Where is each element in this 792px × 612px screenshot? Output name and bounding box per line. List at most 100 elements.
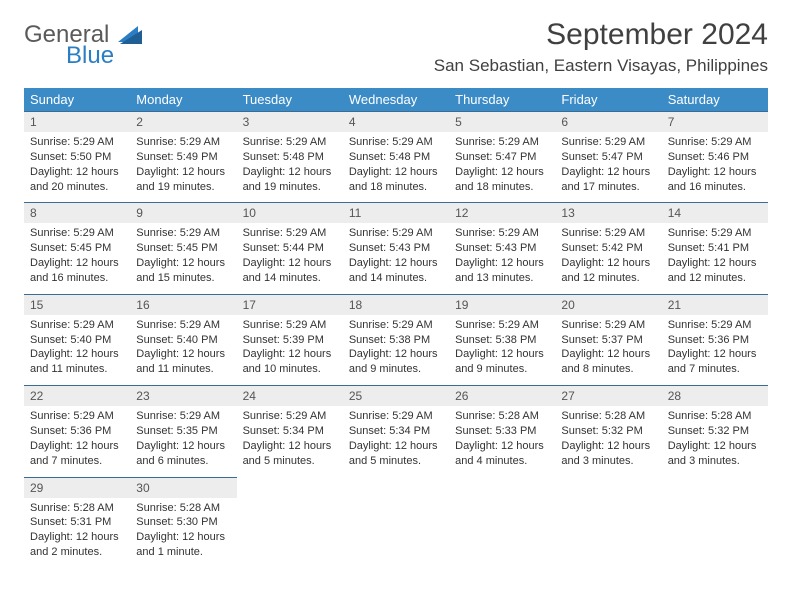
daylight-line: Daylight: 12 hours and 5 minutes. [243, 439, 337, 469]
sunrise-line: Sunrise: 5:29 AM [136, 135, 230, 150]
daylight-line: Daylight: 12 hours and 6 minutes. [136, 439, 230, 469]
day-number: 21 [662, 295, 768, 315]
daylight-line: Daylight: 12 hours and 19 minutes. [136, 165, 230, 195]
day-number: 12 [449, 203, 555, 223]
daylight-line: Daylight: 12 hours and 9 minutes. [349, 347, 443, 377]
day-detail: Sunrise: 5:29 AMSunset: 5:45 PMDaylight:… [130, 223, 236, 293]
sunset-line: Sunset: 5:50 PM [30, 150, 124, 165]
location-subtitle: San Sebastian, Eastern Visayas, Philippi… [434, 56, 768, 76]
calendar-day-cell: 29Sunrise: 5:28 AMSunset: 5:31 PMDayligh… [24, 477, 130, 568]
sunrise-line: Sunrise: 5:28 AM [455, 409, 549, 424]
sunset-line: Sunset: 5:39 PM [243, 333, 337, 348]
calendar-day-cell: 18Sunrise: 5:29 AMSunset: 5:38 PMDayligh… [343, 294, 449, 385]
day-detail: Sunrise: 5:29 AMSunset: 5:48 PMDaylight:… [343, 132, 449, 202]
daylight-line: Daylight: 12 hours and 14 minutes. [349, 256, 443, 286]
calendar-week-row: 15Sunrise: 5:29 AMSunset: 5:40 PMDayligh… [24, 294, 768, 385]
calendar-day-cell: 2Sunrise: 5:29 AMSunset: 5:49 PMDaylight… [130, 112, 236, 203]
sunset-line: Sunset: 5:34 PM [349, 424, 443, 439]
calendar-day-cell: 19Sunrise: 5:29 AMSunset: 5:38 PMDayligh… [449, 294, 555, 385]
sunrise-line: Sunrise: 5:29 AM [349, 226, 443, 241]
calendar-day-cell: 3Sunrise: 5:29 AMSunset: 5:48 PMDaylight… [237, 112, 343, 203]
day-detail: Sunrise: 5:29 AMSunset: 5:48 PMDaylight:… [237, 132, 343, 202]
calendar-day-cell: 5Sunrise: 5:29 AMSunset: 5:47 PMDaylight… [449, 112, 555, 203]
daylight-line: Daylight: 12 hours and 14 minutes. [243, 256, 337, 286]
day-number: 15 [24, 295, 130, 315]
day-number: 4 [343, 112, 449, 132]
sunset-line: Sunset: 5:44 PM [243, 241, 337, 256]
sunset-line: Sunset: 5:48 PM [349, 150, 443, 165]
brand-logo: General Blue [24, 18, 142, 68]
calendar-day-cell: 10Sunrise: 5:29 AMSunset: 5:44 PMDayligh… [237, 203, 343, 294]
day-number: 27 [555, 386, 661, 406]
sunrise-line: Sunrise: 5:28 AM [136, 501, 230, 516]
brand-text: General Blue [24, 22, 114, 68]
day-number: 9 [130, 203, 236, 223]
sunset-line: Sunset: 5:38 PM [349, 333, 443, 348]
sunset-line: Sunset: 5:40 PM [30, 333, 124, 348]
sunrise-line: Sunrise: 5:29 AM [136, 226, 230, 241]
day-detail: Sunrise: 5:29 AMSunset: 5:43 PMDaylight:… [343, 223, 449, 293]
day-number: 19 [449, 295, 555, 315]
sunset-line: Sunset: 5:31 PM [30, 515, 124, 530]
daylight-line: Daylight: 12 hours and 15 minutes. [136, 256, 230, 286]
day-detail: Sunrise: 5:29 AMSunset: 5:43 PMDaylight:… [449, 223, 555, 293]
sunrise-line: Sunrise: 5:29 AM [455, 226, 549, 241]
sunrise-line: Sunrise: 5:29 AM [561, 135, 655, 150]
day-number: 5 [449, 112, 555, 132]
day-detail: Sunrise: 5:28 AMSunset: 5:30 PMDaylight:… [130, 498, 236, 568]
day-detail: Sunrise: 5:29 AMSunset: 5:41 PMDaylight:… [662, 223, 768, 293]
sunrise-line: Sunrise: 5:29 AM [668, 226, 762, 241]
sunset-line: Sunset: 5:46 PM [668, 150, 762, 165]
sunset-line: Sunset: 5:41 PM [668, 241, 762, 256]
sunset-line: Sunset: 5:36 PM [30, 424, 124, 439]
day-number: 20 [555, 295, 661, 315]
daylight-line: Daylight: 12 hours and 11 minutes. [136, 347, 230, 377]
daylight-line: Daylight: 12 hours and 20 minutes. [30, 165, 124, 195]
day-number: 3 [237, 112, 343, 132]
day-detail: Sunrise: 5:29 AMSunset: 5:47 PMDaylight:… [449, 132, 555, 202]
calendar-day-cell: 13Sunrise: 5:29 AMSunset: 5:42 PMDayligh… [555, 203, 661, 294]
calendar-day-cell [237, 477, 343, 568]
day-detail: Sunrise: 5:29 AMSunset: 5:42 PMDaylight:… [555, 223, 661, 293]
brand-blue: Blue [66, 43, 114, 68]
calendar-day-cell: 14Sunrise: 5:29 AMSunset: 5:41 PMDayligh… [662, 203, 768, 294]
sunset-line: Sunset: 5:42 PM [561, 241, 655, 256]
day-detail: Sunrise: 5:29 AMSunset: 5:37 PMDaylight:… [555, 315, 661, 385]
calendar-day-cell: 20Sunrise: 5:29 AMSunset: 5:37 PMDayligh… [555, 294, 661, 385]
brand-triangle-icon [118, 26, 142, 46]
calendar-day-cell [662, 477, 768, 568]
calendar-table: Sunday Monday Tuesday Wednesday Thursday… [24, 88, 768, 568]
day-number: 17 [237, 295, 343, 315]
sunset-line: Sunset: 5:43 PM [349, 241, 443, 256]
sunset-line: Sunset: 5:40 PM [136, 333, 230, 348]
sunrise-line: Sunrise: 5:28 AM [561, 409, 655, 424]
day-detail: Sunrise: 5:29 AMSunset: 5:40 PMDaylight:… [24, 315, 130, 385]
calendar-day-cell: 24Sunrise: 5:29 AMSunset: 5:34 PMDayligh… [237, 386, 343, 477]
calendar-day-cell: 8Sunrise: 5:29 AMSunset: 5:45 PMDaylight… [24, 203, 130, 294]
calendar-day-cell: 1Sunrise: 5:29 AMSunset: 5:50 PMDaylight… [24, 112, 130, 203]
sunset-line: Sunset: 5:32 PM [668, 424, 762, 439]
day-detail: Sunrise: 5:29 AMSunset: 5:34 PMDaylight:… [237, 406, 343, 476]
day-number: 26 [449, 386, 555, 406]
weekday-saturday: Saturday [662, 88, 768, 112]
calendar-day-cell [343, 477, 449, 568]
day-number: 24 [237, 386, 343, 406]
daylight-line: Daylight: 12 hours and 19 minutes. [243, 165, 337, 195]
weekday-thursday: Thursday [449, 88, 555, 112]
day-detail: Sunrise: 5:29 AMSunset: 5:44 PMDaylight:… [237, 223, 343, 293]
sunrise-line: Sunrise: 5:29 AM [349, 135, 443, 150]
day-detail: Sunrise: 5:29 AMSunset: 5:40 PMDaylight:… [130, 315, 236, 385]
weekday-monday: Monday [130, 88, 236, 112]
sunset-line: Sunset: 5:30 PM [136, 515, 230, 530]
daylight-line: Daylight: 12 hours and 12 minutes. [668, 256, 762, 286]
sunset-line: Sunset: 5:47 PM [561, 150, 655, 165]
calendar-day-cell: 7Sunrise: 5:29 AMSunset: 5:46 PMDaylight… [662, 112, 768, 203]
calendar-day-cell: 23Sunrise: 5:29 AMSunset: 5:35 PMDayligh… [130, 386, 236, 477]
sunset-line: Sunset: 5:49 PM [136, 150, 230, 165]
day-detail: Sunrise: 5:29 AMSunset: 5:35 PMDaylight:… [130, 406, 236, 476]
daylight-line: Daylight: 12 hours and 3 minutes. [668, 439, 762, 469]
sunset-line: Sunset: 5:34 PM [243, 424, 337, 439]
day-number: 6 [555, 112, 661, 132]
calendar-day-cell: 11Sunrise: 5:29 AMSunset: 5:43 PMDayligh… [343, 203, 449, 294]
calendar-day-cell: 12Sunrise: 5:29 AMSunset: 5:43 PMDayligh… [449, 203, 555, 294]
